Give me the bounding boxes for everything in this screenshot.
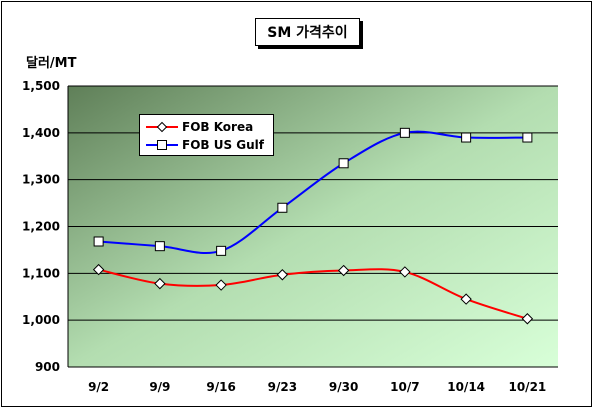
data-point-korea (337, 264, 350, 277)
data-point-usgulf (522, 132, 533, 143)
y-tick-label: 1,000 (22, 313, 60, 327)
data-point-korea (521, 313, 534, 325)
y-tick-label: 900 (35, 360, 60, 374)
x-tick-label: 9/16 (206, 380, 235, 394)
legend-item-korea: FOB Korea (146, 120, 253, 134)
x-tick-label: 9/30 (329, 380, 358, 394)
y-tick-label: 1,200 (22, 220, 60, 234)
legend-item-usgulf: FOB US Gulf (146, 138, 264, 152)
y-tick-label: 1,400 (22, 126, 60, 140)
x-tick-label: 9/9 (149, 380, 170, 394)
data-point-usgulf (399, 127, 410, 138)
y-tick-label: 1,300 (22, 173, 60, 187)
legend-line-usgulf (146, 140, 178, 150)
y-tick-label: 1,100 (22, 266, 60, 280)
data-point-korea (399, 266, 411, 278)
x-tick-label: 10/14 (447, 380, 485, 394)
series-line-usgulf (98, 130, 528, 255)
data-point-korea (92, 263, 105, 276)
y-tick-label: 1,500 (22, 79, 60, 93)
legend-label-korea: FOB Korea (182, 120, 254, 134)
x-tick-label: 10/7 (390, 380, 419, 394)
data-point-korea (276, 269, 289, 281)
legend-label-usgulf: FOB US Gulf (182, 138, 265, 152)
chart-title: SM 가격추이 (255, 18, 360, 46)
data-point-usgulf (154, 241, 165, 252)
legend: FOB Korea FOB US Gulf (139, 114, 274, 156)
x-tick-label: 9/23 (268, 380, 297, 394)
legend-line-korea (146, 121, 178, 133)
data-point-usgulf (93, 236, 104, 247)
data-point-usgulf (216, 245, 227, 256)
y-axis-label: 달러/MT (26, 56, 77, 71)
data-point-usgulf (277, 202, 288, 213)
data-point-usgulf (461, 132, 472, 143)
data-point-korea (154, 277, 166, 290)
x-tick-label: 10/21 (508, 380, 546, 394)
data-point-korea (460, 293, 472, 305)
data-point-usgulf (338, 158, 349, 169)
x-tick-label: 9/2 (88, 380, 109, 394)
data-point-korea (215, 279, 227, 291)
